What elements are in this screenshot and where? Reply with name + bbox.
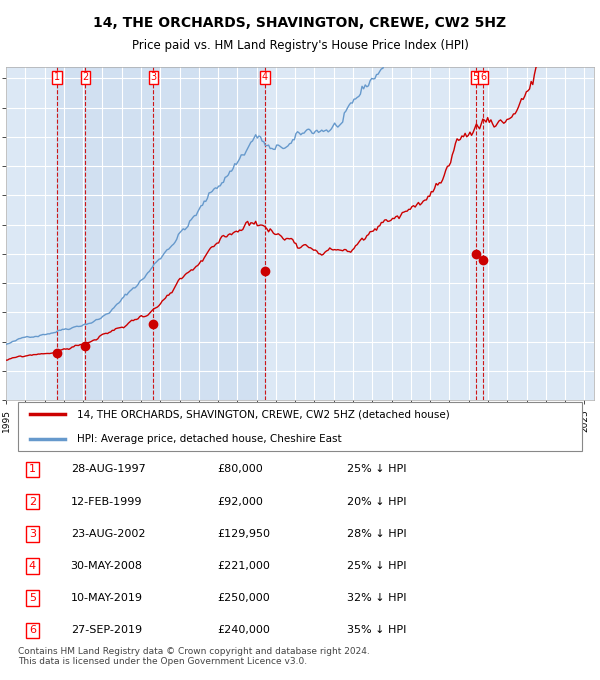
Text: 20% ↓ HPI: 20% ↓ HPI bbox=[347, 496, 407, 507]
Text: 12-FEB-1999: 12-FEB-1999 bbox=[71, 496, 142, 507]
Text: 25% ↓ HPI: 25% ↓ HPI bbox=[347, 464, 407, 475]
Text: £129,950: £129,950 bbox=[218, 529, 271, 539]
Text: 2: 2 bbox=[29, 496, 36, 507]
Text: £92,000: £92,000 bbox=[218, 496, 263, 507]
Text: 23-AUG-2002: 23-AUG-2002 bbox=[71, 529, 145, 539]
Text: 2: 2 bbox=[82, 73, 89, 82]
Text: 3: 3 bbox=[29, 529, 36, 539]
Text: 32% ↓ HPI: 32% ↓ HPI bbox=[347, 593, 407, 603]
Text: Contains HM Land Registry data © Crown copyright and database right 2024.
This d: Contains HM Land Registry data © Crown c… bbox=[18, 647, 370, 666]
Text: 28% ↓ HPI: 28% ↓ HPI bbox=[347, 529, 407, 539]
Text: 5: 5 bbox=[473, 73, 479, 82]
Text: 4: 4 bbox=[262, 73, 268, 82]
Text: 6: 6 bbox=[480, 73, 486, 82]
Text: 25% ↓ HPI: 25% ↓ HPI bbox=[347, 561, 407, 571]
Text: 1: 1 bbox=[54, 73, 60, 82]
Text: 10-MAY-2019: 10-MAY-2019 bbox=[71, 593, 143, 603]
Text: 35% ↓ HPI: 35% ↓ HPI bbox=[347, 626, 406, 635]
Text: HPI: Average price, detached house, Cheshire East: HPI: Average price, detached house, Ches… bbox=[77, 434, 341, 444]
Text: 1: 1 bbox=[29, 464, 36, 475]
Text: 30-MAY-2008: 30-MAY-2008 bbox=[71, 561, 143, 571]
Bar bbox=[57, 67, 265, 400]
Text: £240,000: £240,000 bbox=[218, 626, 271, 635]
Text: 5: 5 bbox=[29, 593, 36, 603]
Text: £221,000: £221,000 bbox=[218, 561, 271, 571]
Text: £80,000: £80,000 bbox=[218, 464, 263, 475]
Text: 27-SEP-2019: 27-SEP-2019 bbox=[71, 626, 142, 635]
Text: £250,000: £250,000 bbox=[218, 593, 271, 603]
Text: 14, THE ORCHARDS, SHAVINGTON, CREWE, CW2 5HZ (detached house): 14, THE ORCHARDS, SHAVINGTON, CREWE, CW2… bbox=[77, 409, 449, 420]
Text: 14, THE ORCHARDS, SHAVINGTON, CREWE, CW2 5HZ: 14, THE ORCHARDS, SHAVINGTON, CREWE, CW2… bbox=[94, 16, 506, 30]
Text: 3: 3 bbox=[151, 73, 157, 82]
Text: 28-AUG-1997: 28-AUG-1997 bbox=[71, 464, 145, 475]
FancyBboxPatch shape bbox=[18, 402, 582, 451]
Text: 6: 6 bbox=[29, 626, 36, 635]
Text: Price paid vs. HM Land Registry's House Price Index (HPI): Price paid vs. HM Land Registry's House … bbox=[131, 39, 469, 52]
Text: 4: 4 bbox=[29, 561, 36, 571]
